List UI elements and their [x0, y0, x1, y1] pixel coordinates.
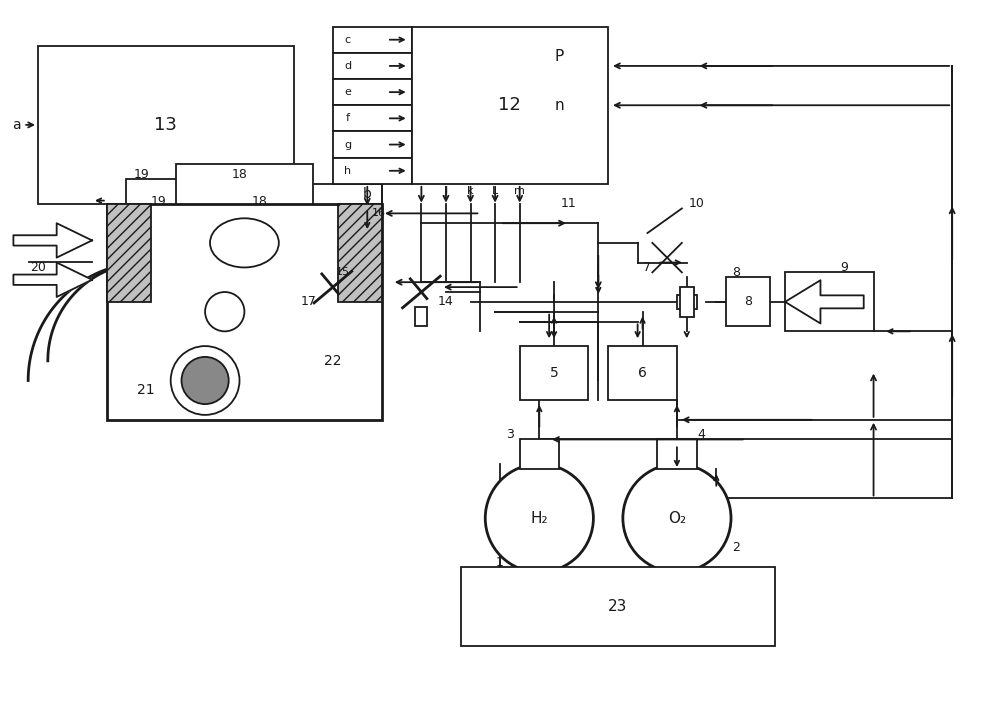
- Bar: [520, 346, 588, 400]
- Bar: [412, 27, 608, 184]
- Text: 23: 23: [608, 599, 628, 614]
- Text: 15: 15: [336, 267, 350, 277]
- Bar: [785, 272, 874, 331]
- Text: 5: 5: [550, 366, 558, 380]
- Polygon shape: [13, 263, 92, 297]
- Bar: [333, 158, 412, 184]
- Bar: [225, 179, 294, 223]
- Text: b: b: [363, 187, 372, 201]
- Text: n: n: [554, 98, 564, 113]
- Text: 4: 4: [698, 428, 705, 441]
- Text: 20: 20: [30, 261, 46, 274]
- Bar: [415, 307, 427, 326]
- Text: 3: 3: [506, 428, 514, 441]
- Bar: [333, 79, 412, 105]
- Bar: [333, 131, 412, 158]
- Text: m: m: [514, 186, 525, 196]
- Bar: [107, 204, 151, 302]
- Text: 13: 13: [154, 116, 177, 134]
- Text: 16: 16: [372, 208, 386, 218]
- Bar: [680, 287, 694, 317]
- Bar: [38, 46, 294, 204]
- Text: 21: 21: [137, 383, 155, 397]
- Bar: [126, 179, 190, 223]
- Bar: [333, 53, 412, 79]
- Bar: [338, 204, 382, 302]
- Text: 18: 18: [232, 168, 247, 180]
- Text: P: P: [554, 48, 564, 64]
- Text: 11: 11: [561, 197, 577, 210]
- Text: 2: 2: [732, 541, 740, 554]
- Bar: [333, 105, 412, 131]
- Text: O₂: O₂: [668, 510, 686, 526]
- Bar: [107, 204, 382, 420]
- Text: 7: 7: [643, 261, 651, 274]
- Polygon shape: [785, 280, 864, 324]
- Text: 22: 22: [324, 354, 342, 368]
- Bar: [353, 238, 377, 263]
- Text: 10: 10: [689, 197, 705, 210]
- Text: 19: 19: [133, 168, 149, 180]
- Text: h: h: [344, 166, 351, 176]
- Text: i: i: [420, 186, 423, 196]
- Bar: [333, 27, 412, 53]
- Bar: [726, 277, 770, 326]
- Text: c: c: [345, 34, 351, 45]
- Bar: [657, 439, 697, 469]
- Text: H₂: H₂: [531, 510, 548, 526]
- Text: e: e: [344, 87, 351, 97]
- Text: 8: 8: [744, 296, 752, 308]
- Text: 6: 6: [638, 366, 647, 380]
- Bar: [608, 346, 677, 400]
- Text: d: d: [344, 61, 351, 71]
- Text: J: J: [444, 186, 448, 196]
- Text: 14: 14: [438, 296, 454, 308]
- Text: 8: 8: [732, 266, 740, 279]
- Text: f: f: [346, 113, 350, 124]
- Bar: [677, 295, 697, 309]
- Text: 17: 17: [300, 296, 316, 308]
- Bar: [327, 302, 339, 322]
- Text: L: L: [492, 186, 498, 196]
- Polygon shape: [13, 223, 92, 258]
- Circle shape: [171, 346, 240, 415]
- Text: 18: 18: [251, 194, 267, 208]
- Text: a: a: [12, 118, 21, 132]
- Bar: [353, 204, 377, 233]
- Circle shape: [182, 357, 229, 404]
- Text: 12: 12: [498, 96, 521, 114]
- Text: k: k: [467, 186, 474, 196]
- Bar: [461, 567, 775, 646]
- Circle shape: [623, 464, 731, 572]
- Bar: [176, 164, 313, 204]
- Text: g: g: [344, 140, 351, 150]
- Text: 19: 19: [151, 194, 166, 208]
- Text: 1: 1: [496, 556, 504, 569]
- Bar: [520, 439, 559, 469]
- Text: 9: 9: [840, 261, 848, 274]
- Circle shape: [485, 464, 593, 572]
